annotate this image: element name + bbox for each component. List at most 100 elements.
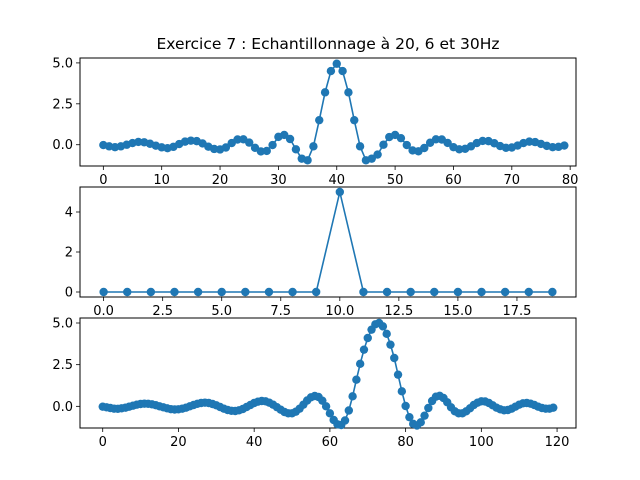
data-point: [340, 416, 350, 425]
data-point: [386, 340, 395, 349]
data-point: [524, 287, 533, 297]
data-point: [233, 135, 242, 144]
data-point: [424, 403, 433, 413]
x-tick-label: 0: [99, 435, 107, 450]
y-tick-label: 0.0: [52, 138, 73, 153]
data-point: [350, 115, 359, 125]
data-point: [379, 140, 388, 149]
x-tick-label: 50: [387, 173, 404, 188]
data-point: [390, 353, 399, 363]
x-tick-label: 40: [328, 173, 345, 188]
data-point: [99, 287, 108, 297]
y-tick-label: 2.5: [52, 97, 73, 112]
data-point: [359, 345, 369, 354]
x-tick-label: 2.5: [152, 304, 173, 319]
x-tick-label: 10.0: [325, 304, 354, 319]
x-tick-label: 80: [397, 435, 414, 450]
data-point: [245, 138, 254, 147]
data-point: [549, 403, 558, 412]
data-point: [430, 287, 439, 297]
y-tick-label: 5.0: [52, 56, 73, 71]
data-point: [402, 140, 411, 150]
data-point: [363, 333, 372, 343]
data-point: [320, 88, 330, 97]
data-point: [355, 359, 365, 369]
data-point: [477, 287, 486, 297]
data-point: [500, 287, 510, 297]
data-point: [548, 287, 557, 297]
data-point: [359, 287, 368, 297]
data-point: [344, 88, 353, 97]
x-tick-label: 120: [545, 435, 570, 450]
data-point: [420, 411, 429, 420]
x-tick-label: 5.0: [211, 304, 232, 319]
data-point: [344, 406, 354, 415]
data-point: [217, 287, 226, 297]
data-point: [332, 59, 341, 68]
data-point: [291, 145, 301, 154]
x-tick-label: 70: [504, 173, 521, 188]
x-tick-label: 60: [322, 435, 339, 450]
data-point: [123, 287, 132, 297]
data-point: [416, 418, 425, 427]
data-point: [382, 287, 392, 297]
subplot-6hz: 0.0 2.5 5.0 7.5 10.0 12.5 15.0 17.5 0 2 4: [65, 186, 577, 319]
data-point: [443, 138, 452, 148]
data-point: [264, 287, 274, 297]
data-point: [406, 287, 415, 297]
data-point: [325, 409, 335, 418]
data-point: [396, 133, 406, 143]
data-point: [262, 146, 271, 156]
data-point: [382, 329, 391, 339]
figure-title: Exercice 7 : Echantillonnage à 20, 6 et …: [156, 35, 499, 53]
x-tick-label: 0.0: [93, 304, 114, 319]
x-tick-label: 15.0: [443, 304, 472, 319]
data-point: [405, 412, 414, 422]
x-tick-label: 17.5: [502, 304, 531, 319]
axes-frame: [79, 57, 577, 167]
y-tick-label: 2: [65, 246, 73, 261]
data-point: [453, 287, 463, 297]
data-point: [397, 387, 407, 396]
axes-frame: [79, 317, 577, 429]
data-point: [170, 287, 179, 297]
data-point: [378, 322, 388, 331]
data-point: [288, 287, 297, 297]
x-tick-label: 100: [469, 435, 494, 450]
data-point: [431, 135, 441, 144]
data-point: [303, 156, 312, 165]
data-point: [352, 375, 361, 384]
data-point: [280, 130, 289, 140]
y-tick-label: 5.0: [52, 317, 73, 332]
data-point: [338, 66, 347, 76]
data-point: [241, 287, 250, 297]
data-point: [193, 287, 203, 297]
data-point: [348, 392, 357, 401]
x-tick-label: 12.5: [384, 304, 413, 319]
y-tick-label: 4: [65, 206, 73, 221]
data-point: [326, 66, 336, 76]
x-tick-label: 30: [270, 173, 287, 188]
y-tick-label: 2.5: [52, 358, 73, 373]
x-tick-label: 20: [170, 435, 187, 450]
series-line: [103, 191, 553, 293]
subplot-20hz: 0 10 20 30 40 50 60 70 80 0.0 2.5 5.0: [52, 56, 578, 188]
data-point: [285, 134, 295, 144]
data-point: [315, 115, 324, 125]
subplot-30hz: 0 20 40 60 80 100 120 0.0 2.5 5.0: [52, 317, 577, 450]
data-point: [335, 187, 345, 197]
x-tick-label: 7.5: [270, 304, 291, 319]
data-point: [268, 140, 277, 150]
x-tick-label: 80: [562, 173, 579, 188]
data-point: [221, 143, 231, 152]
x-tick-label: 0: [99, 173, 107, 188]
x-tick-label: 20: [212, 173, 229, 188]
data-point: [393, 370, 403, 379]
x-tick-label: 10: [153, 173, 170, 188]
data-point: [560, 141, 569, 150]
data-point: [311, 287, 321, 297]
x-tick-label: 40: [246, 435, 263, 450]
data-point: [420, 143, 429, 153]
data-point: [367, 154, 376, 163]
